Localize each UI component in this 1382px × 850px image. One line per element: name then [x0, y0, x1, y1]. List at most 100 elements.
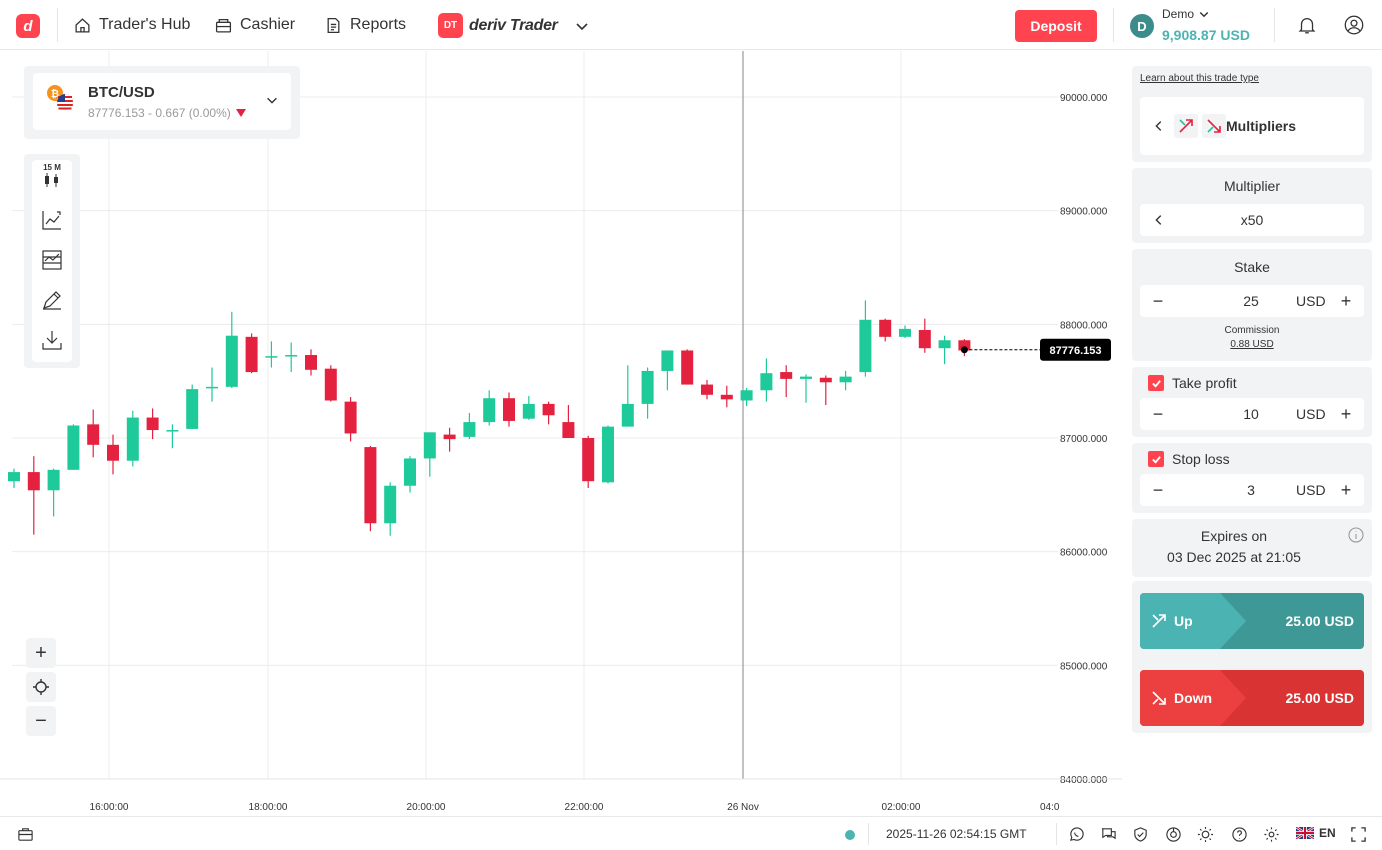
candle-body	[47, 469, 60, 491]
chart-type-icon[interactable]	[40, 208, 64, 232]
candle-body	[720, 394, 733, 400]
fullscreen-icon[interactable]	[1350, 826, 1367, 843]
take-profit-currency: USD	[1296, 406, 1326, 422]
stop-loss-input[interactable]: 3	[1247, 482, 1255, 498]
take-profit-stepper[interactable]: − 10 USD +	[1140, 398, 1364, 430]
commission-label: Commission	[1224, 325, 1280, 336]
chevron-down-icon	[267, 97, 277, 104]
user-account-icon[interactable]	[1343, 14, 1365, 36]
stake-stepper[interactable]: − 25 USD +	[1140, 285, 1364, 317]
regulation-icon[interactable]	[1165, 826, 1182, 843]
platform-name: deriv Trader	[469, 16, 558, 34]
candle-body	[245, 336, 258, 373]
chart-area[interactable]: 90000.000 89000.000 88000.000 87000.000 8600…	[0, 51, 1122, 816]
candle-body	[483, 398, 496, 423]
theme-toggle-icon[interactable]	[1197, 826, 1214, 843]
help-icon[interactable]	[1231, 826, 1248, 843]
positions-icon[interactable]	[17, 826, 34, 843]
take-profit-input[interactable]: 10	[1243, 406, 1259, 422]
candle-body	[186, 389, 199, 429]
candle-body	[701, 384, 713, 395]
stake-decrement-button[interactable]: −	[1152, 290, 1164, 311]
settings-gear-icon[interactable]	[1263, 826, 1280, 843]
bell-icon[interactable]	[1296, 14, 1318, 36]
candle-body	[265, 356, 278, 358]
deposit-button[interactable]: Deposit	[1015, 10, 1097, 42]
stake-input[interactable]: 25	[1243, 293, 1259, 309]
info-icon[interactable]	[1348, 527, 1364, 543]
drawing-tools-icon[interactable]	[40, 288, 64, 312]
stop-loss-currency: USD	[1296, 482, 1326, 498]
candle-body	[107, 444, 119, 461]
nav-cashier[interactable]: Cashier	[215, 0, 295, 50]
divider	[1056, 823, 1057, 845]
candlestick-chart[interactable]: 90000.000 89000.000 88000.000 87000.000 8600…	[0, 51, 1122, 816]
take-profit-label: Take profit	[1172, 375, 1237, 391]
candle-body	[463, 422, 476, 437]
responsible-trading-icon[interactable]	[1132, 826, 1149, 843]
zoom-in-button[interactable]: +	[26, 638, 56, 668]
up-amount: 25.00 USD	[1285, 613, 1354, 629]
download-icon[interactable]	[40, 328, 64, 352]
candle-body	[67, 425, 80, 470]
timeframe-button[interactable]: 15 M	[32, 160, 72, 194]
nav-traders-hub[interactable]: Trader's Hub	[74, 0, 190, 50]
account-type: Demo	[1162, 7, 1195, 21]
take-profit-increment-button[interactable]: +	[1340, 403, 1352, 424]
down-label-area: Down	[1140, 670, 1246, 726]
current-price-dot	[960, 346, 968, 354]
stop-loss-checkbox[interactable]	[1148, 451, 1164, 467]
chevron-down-icon	[1199, 11, 1209, 18]
buy-down-button[interactable]: Down 25.00 USD	[1140, 670, 1364, 726]
candle-body	[602, 426, 614, 483]
candle-body	[879, 319, 892, 337]
take-profit-checkbox[interactable]	[1148, 375, 1164, 391]
symbol-name: BTC/USD	[88, 84, 155, 101]
nav-label: Reports	[350, 16, 407, 33]
learn-trade-type-link[interactable]: Learn about this trade type	[1140, 73, 1259, 84]
candle-body	[819, 377, 832, 383]
stop-loss-stepper[interactable]: − 3 USD +	[1140, 474, 1364, 506]
stop-loss-card: Stop loss − 3 USD +	[1132, 443, 1372, 513]
deriv-logo[interactable]: d	[16, 14, 40, 38]
commission-value[interactable]: 0.88 USD	[1230, 339, 1274, 350]
symbol-selector[interactable]: ₿ BTC/USD 87776.153 - 0.667 (0.00%)	[24, 66, 300, 139]
x-tick-label: 22:00:00	[565, 802, 604, 813]
candle-body	[661, 350, 674, 371]
stake-increment-button[interactable]: +	[1340, 290, 1352, 311]
take-profit-decrement-button[interactable]: −	[1152, 403, 1164, 424]
candle-body	[443, 434, 456, 440]
account-switcher[interactable]: Demo	[1162, 7, 1210, 21]
zoom-out-button[interactable]: −	[26, 706, 56, 736]
candle-body	[740, 390, 753, 401]
trade-type-selector[interactable]: Multipliers	[1140, 97, 1364, 155]
candles-icon	[45, 173, 58, 187]
multiplier-selector[interactable]: x50	[1140, 204, 1364, 236]
live-chat-icon[interactable]	[1100, 826, 1117, 843]
account-balance: 9,908.87 USD	[1162, 27, 1250, 43]
candle-body	[285, 355, 298, 357]
indicators-icon[interactable]	[40, 248, 64, 272]
x-tick-label: 16:00:00	[90, 802, 129, 813]
language-selector[interactable]: EN	[1296, 826, 1336, 840]
whatsapp-icon[interactable]	[1068, 826, 1085, 843]
platform-switcher[interactable]: DT deriv Trader	[438, 13, 590, 38]
checkmark-icon	[1151, 455, 1161, 464]
candle-body	[839, 376, 852, 383]
checkmark-icon	[1151, 379, 1161, 388]
uk-flag-icon	[1296, 827, 1314, 839]
y-tick-label: 86000.000	[1060, 548, 1108, 559]
up-label: Up	[1174, 613, 1193, 629]
stop-loss-increment-button[interactable]: +	[1340, 479, 1352, 500]
crosshair-button[interactable]	[26, 672, 56, 702]
nav-reports[interactable]: Reports	[325, 0, 406, 50]
symbol-card[interactable]: ₿ BTC/USD 87776.153 - 0.667 (0.00%)	[33, 73, 291, 130]
candle-body	[27, 472, 40, 491]
stop-loss-label: Stop loss	[1172, 451, 1230, 467]
buy-up-button[interactable]: Up 25.00 USD	[1140, 593, 1364, 649]
stop-loss-decrement-button[interactable]: −	[1152, 479, 1164, 500]
y-tick-label: 90000.000	[1060, 93, 1108, 104]
candle-body	[126, 417, 139, 461]
btc-usd-icon: ₿	[47, 85, 74, 111]
candle-body	[87, 424, 100, 445]
